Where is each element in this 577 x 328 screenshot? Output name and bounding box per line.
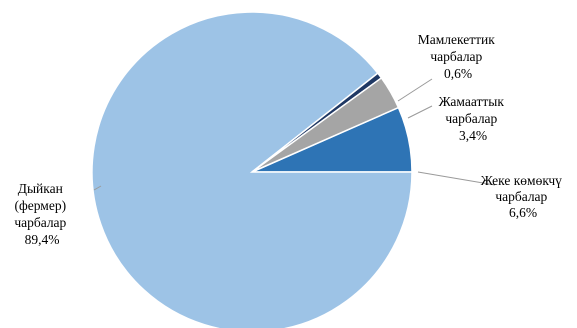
slice-label-3-line-1: Мамлекеттик [418,32,496,47]
leader-line-3 [397,78,433,102]
leader-line-1 [417,171,496,186]
slice-label-3-line-2: чарбалар [430,49,482,64]
leader-line-2 [93,185,102,191]
slice-label-1: Жеке көмөкчү чарбалар 6,6% [481,173,566,220]
slice-label-2-line-3: чарбалар [14,215,66,230]
slice-label-2: Дыйкан (фермер) чарбалар 89,4% [14,181,69,247]
slice-label-2-line-2: (фермер) [15,198,67,213]
slice-label-4-line-2: чарбалар [445,111,497,126]
pie-slices [91,11,413,328]
slice-label-3: Мамлекеттик чарбалар 0,6% [418,32,498,81]
slice-label-2-line-4: 89,4% [25,232,60,247]
pie-slice-2 [91,11,413,328]
leader-line-4 [407,105,433,119]
slice-label-1-line-3: 6,6% [509,205,537,220]
slice-label-3-line-3: 0,6% [444,66,472,81]
slice-label-1-line-1: Жеке көмөкчү [481,173,562,188]
slice-label-4: Жамааттык чарбалар 3,4% [439,94,508,143]
slice-label-2-line-1: Дыйкан [18,181,63,196]
slice-label-1-line-2: чарбалар [495,189,547,204]
leader-lines [93,78,496,191]
pie-slice-4 [251,76,400,173]
slice-label-4-line-1: Жамааттык [439,94,505,109]
slice-label-4-line-3: 3,4% [459,128,487,143]
